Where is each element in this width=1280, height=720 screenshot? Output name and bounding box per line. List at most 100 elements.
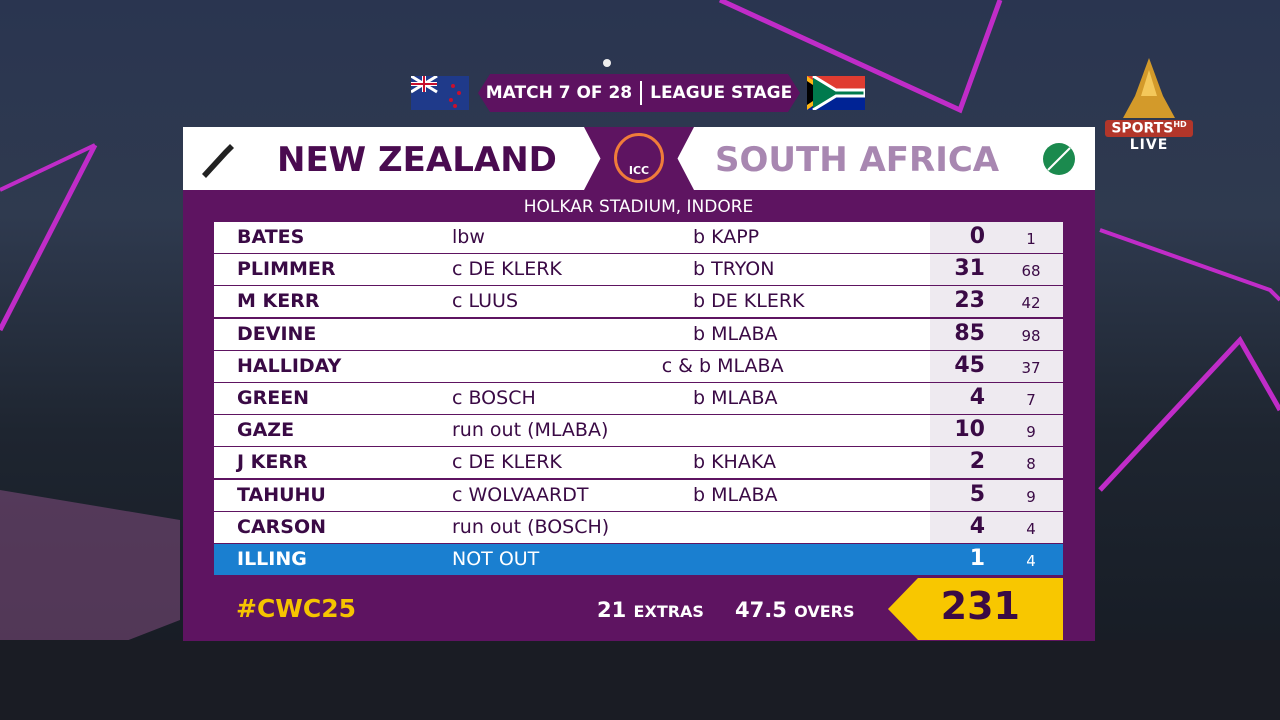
score-cell bbox=[930, 544, 1063, 575]
batter-name: J KERR bbox=[237, 451, 308, 474]
batter-name: BATES bbox=[237, 226, 305, 248]
balls: 4 bbox=[1026, 552, 1036, 570]
batter-name: GAZE bbox=[237, 419, 295, 442]
runs: 45 bbox=[954, 352, 985, 378]
neon-line bbox=[718, 0, 1003, 114]
balls: 42 bbox=[1021, 294, 1041, 313]
balls: 9 bbox=[1026, 423, 1036, 442]
neon-line bbox=[0, 143, 98, 332]
runs: 1 bbox=[969, 546, 985, 571]
score-cell bbox=[930, 415, 1063, 447]
venue: HOLKAR STADIUM, INDORE bbox=[523, 197, 754, 217]
score-cell bbox=[930, 286, 1063, 318]
score-cell bbox=[930, 254, 1063, 286]
batter-name: PLIMMER bbox=[237, 258, 336, 281]
balls: 37 bbox=[1021, 358, 1041, 377]
bowler: b KHAKA bbox=[693, 451, 776, 474]
moon bbox=[603, 59, 611, 67]
neon-line bbox=[1098, 335, 1280, 492]
score-cell bbox=[930, 383, 1063, 414]
batter-row: TAHUHU c WOLVAARDT b MLABA 5 9 bbox=[214, 479, 1063, 511]
batter-row: BATES lbw b KAPP 0 1 bbox=[214, 222, 1063, 253]
batter-row: PLIMMER c DE KLERK b TRYON 31 68 bbox=[214, 254, 1063, 286]
dismissal: c WOLVAARDT bbox=[452, 483, 589, 506]
total-score: 231 bbox=[940, 584, 1020, 628]
balls: 8 bbox=[1026, 455, 1036, 474]
batter-name: HALLIDAY bbox=[237, 354, 342, 377]
runs: 4 bbox=[969, 513, 985, 539]
sa-flag bbox=[807, 76, 865, 110]
batter-row: J KERR c DE KLERK b KHAKA 2 8 bbox=[214, 447, 1063, 479]
runs: 10 bbox=[954, 417, 985, 443]
score-cell bbox=[930, 222, 1063, 253]
score-cell bbox=[930, 350, 1063, 382]
broadcaster-tag: HD bbox=[1173, 120, 1187, 129]
dismissal: c DE KLERK bbox=[452, 451, 562, 474]
balls: 7 bbox=[1026, 391, 1036, 409]
match-number: MATCH 7 OF 28 bbox=[485, 83, 633, 103]
batter-row: CARSON run out (BOSCH) 4 4 bbox=[214, 511, 1063, 543]
match-info: MATCH 7 OF 28 LEAGUE STAGE bbox=[478, 74, 800, 112]
live-status: LIVE bbox=[1129, 136, 1169, 153]
match-stage: LEAGUE STAGE bbox=[650, 83, 793, 103]
bowling-team: SOUTH AFRICA bbox=[715, 140, 1000, 180]
balls: 4 bbox=[1026, 519, 1036, 538]
batter-row: GREEN c BOSCH b MLABA 4 7 bbox=[214, 383, 1063, 414]
dismissal: c DE KLERK bbox=[452, 258, 562, 281]
batting-team: NEW ZEALAND bbox=[277, 140, 557, 180]
score-cell bbox=[930, 511, 1063, 543]
batter-row: ILLING NOT OUT 1 4 bbox=[214, 544, 1063, 575]
bowler: b TRYON bbox=[693, 258, 775, 281]
runs: 23 bbox=[954, 288, 985, 314]
dismissal: c LUUS bbox=[452, 290, 518, 313]
bowler: b KAPP bbox=[693, 226, 760, 248]
batter-row: GAZE run out (MLABA) 10 9 bbox=[214, 415, 1063, 447]
neon-line bbox=[1099, 228, 1280, 302]
runs: 2 bbox=[969, 449, 985, 475]
extras-value: 21 bbox=[597, 598, 627, 622]
balls: 9 bbox=[1026, 487, 1036, 506]
total-box bbox=[888, 578, 1063, 640]
balls: 98 bbox=[1021, 326, 1041, 345]
batter-row: DEVINE b MLABA 85 98 bbox=[214, 318, 1063, 350]
bowler: b MLABA bbox=[693, 387, 778, 409]
batter-name: CARSON bbox=[237, 515, 327, 538]
dismissal: c BOSCH bbox=[452, 387, 536, 409]
bowler: b MLABA bbox=[693, 322, 778, 345]
batter-row: M KERR c LUUS b DE KLERK 23 42 bbox=[214, 286, 1063, 318]
broadcaster-name: SPORTS bbox=[1111, 120, 1174, 137]
broadcaster-logo: SPORTSHD LIVE bbox=[1105, 56, 1193, 153]
runs: 85 bbox=[954, 320, 985, 346]
nz-flag bbox=[411, 76, 469, 110]
score-cell bbox=[930, 447, 1063, 479]
score-cell bbox=[930, 318, 1063, 350]
overs-label: OVERS bbox=[794, 602, 855, 621]
runs: 0 bbox=[969, 224, 985, 249]
bowler: b DE KLERK bbox=[693, 290, 805, 313]
ground-strip bbox=[0, 640, 1280, 720]
dismissal: run out (MLABA) bbox=[452, 419, 609, 442]
tournament-logo: ICC bbox=[614, 133, 664, 183]
runs: 31 bbox=[954, 256, 985, 282]
dismissal: lbw bbox=[452, 226, 485, 248]
dismissal: NOT OUT bbox=[452, 548, 540, 570]
bowler: b MLABA bbox=[693, 483, 778, 506]
overs-value: 47.5 bbox=[735, 598, 787, 622]
batter-name: DEVINE bbox=[237, 322, 317, 345]
batter-name: GREEN bbox=[237, 387, 310, 409]
neon-line bbox=[0, 143, 96, 192]
batter-name: ILLING bbox=[237, 548, 307, 570]
ball-icon bbox=[1043, 143, 1075, 175]
batter-row: HALLIDAY c & b MLABA 45 37 bbox=[214, 350, 1063, 382]
dismissal: run out (BOSCH) bbox=[452, 515, 610, 538]
batter-name: TAHUHU bbox=[237, 483, 326, 506]
hashtag: #CWC25 bbox=[236, 594, 357, 623]
runs: 4 bbox=[969, 385, 985, 410]
logo-emblem bbox=[1123, 58, 1175, 118]
score-cell bbox=[930, 479, 1063, 511]
balls: 1 bbox=[1026, 230, 1036, 248]
balls: 68 bbox=[1021, 262, 1041, 281]
batter-name: M KERR bbox=[237, 290, 320, 313]
